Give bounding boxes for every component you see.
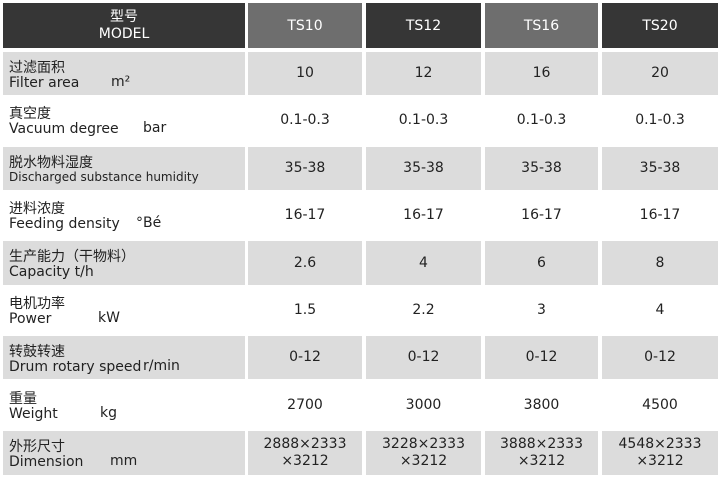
value-cell: 0-12 (248, 336, 362, 379)
label-en: Vacuum degree (9, 121, 119, 137)
label-cn: 过滤面积 (9, 60, 65, 76)
value-cell: 10 (248, 52, 362, 95)
header-cell: TS20 (602, 3, 718, 48)
label-unit: r/min (143, 358, 180, 374)
label-en: Discharged substance humidity (9, 170, 199, 184)
value-cell: 16-17 (403, 206, 444, 223)
value-cell: 8 (602, 241, 718, 285)
value-cell: 12 (366, 52, 481, 95)
row-label: 电机功率 Power kW (3, 288, 245, 332)
label-en: Power (9, 311, 52, 327)
value-cell: 0.1-0.3 (280, 112, 330, 128)
label-en: Drum rotary speed (9, 359, 142, 375)
value-cell: 6 (485, 241, 598, 285)
value-cell: 20 (602, 52, 718, 95)
value-cell: 0-12 (602, 336, 718, 379)
label-cn: 重量 (9, 391, 37, 407)
label-cn: 进料浓度 (9, 201, 65, 217)
header-cell: TS10 (248, 3, 362, 48)
label-cn: 生产能力（干物料） (9, 249, 135, 265)
label-unit: m² (111, 74, 131, 90)
value-cell: 35-38 (366, 147, 481, 190)
label-unit: kW (98, 310, 120, 326)
value-cell: 0.1-0.3 (635, 112, 685, 128)
label-en: Dimension (9, 454, 84, 470)
value-cell: 4 (366, 241, 481, 285)
value-cell: 16 (485, 52, 598, 95)
label-en: Filter area (9, 75, 80, 91)
label-cn: 电机功率 (9, 296, 65, 312)
row-label: 进料浓度 Feeding density °Bé (3, 193, 245, 237)
value-cell: 3228×2333 ×3212 (366, 431, 481, 475)
header-cell: TS12 (366, 3, 481, 48)
row-label: 真空度 Vacuum degree bar (3, 98, 245, 143)
row-label: 重量 Weight kg (3, 383, 245, 427)
label-unit: °Bé (136, 215, 162, 231)
label-en: Feeding density (9, 216, 120, 232)
label-unit: kg (100, 405, 117, 421)
label-unit: mm (110, 453, 138, 469)
row-label: 脱水物料湿度 Discharged substance humidity (3, 147, 245, 190)
header-cell: 型号 MODEL (3, 3, 245, 48)
value-cell: 0-12 (485, 336, 598, 379)
value-cell: 4548×2333 ×3212 (602, 431, 718, 475)
value-cell: 2.6 (248, 241, 362, 285)
model-cn: 型号 (110, 8, 138, 25)
value-cell: 2700 (287, 396, 323, 413)
value-cell: 35-38 (248, 147, 362, 190)
value-cell: 2.2 (412, 301, 435, 318)
label-cn: 真空度 (9, 106, 51, 122)
value-cell: 16-17 (284, 206, 326, 223)
value-cell: 4 (655, 301, 665, 318)
header-cell: TS16 (485, 3, 598, 48)
label-en: Capacity t/h (9, 264, 94, 280)
label-unit: bar (143, 120, 167, 136)
label-cn: 外形尺寸 (9, 439, 65, 455)
value-cell: 0-12 (366, 336, 481, 379)
value-cell: 3 (537, 301, 546, 318)
value-cell: 16-17 (639, 206, 681, 223)
value-cell: 3888×2333 ×3212 (485, 431, 598, 475)
value-cell: 35-38 (485, 147, 598, 190)
row-label: 转鼓转速 Drum rotary speed r/min (3, 336, 245, 379)
value-cell: 3000 (405, 396, 442, 413)
value-cell: 0.1-0.3 (398, 112, 449, 128)
label-cn: 脱水物料湿度 (9, 155, 93, 171)
value-cell: 2888×2333 ×3212 (248, 431, 362, 475)
label-en: Weight (9, 406, 58, 422)
value-cell: 0.1-0.3 (516, 112, 567, 128)
label-cn: 转鼓转速 (9, 344, 65, 360)
value-cell: 4500 (642, 396, 678, 413)
value-cell: 16-17 (521, 206, 562, 223)
value-cell: 3800 (523, 396, 560, 413)
model-en: MODEL (98, 25, 150, 42)
row-label: 外形尺寸 Dimension mm (3, 431, 245, 475)
row-label: 生产能力（干物料） Capacity t/h (3, 241, 245, 285)
value-cell: 1.5 (293, 301, 317, 318)
value-cell: 35-38 (602, 147, 718, 190)
row-label: 过滤面积 Filter area m² (3, 52, 245, 95)
